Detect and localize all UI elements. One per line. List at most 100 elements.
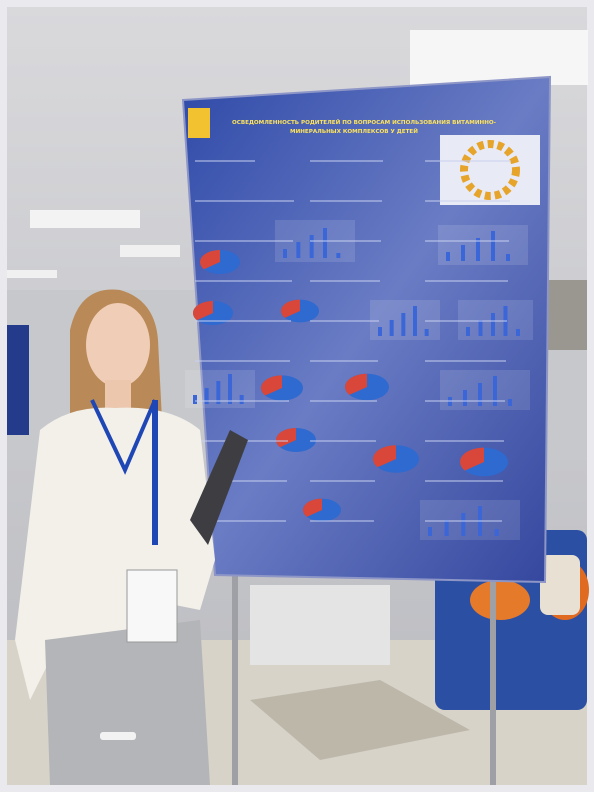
text-line (195, 360, 290, 362)
wall-panel (7, 325, 29, 435)
bar (296, 242, 301, 258)
bar (323, 228, 327, 258)
stand-pole (232, 570, 238, 785)
text-line (195, 280, 292, 282)
bar (424, 329, 429, 336)
bar (446, 252, 450, 261)
ceiling-light (30, 210, 140, 228)
pie-slice (199, 250, 220, 270)
bar (378, 327, 382, 336)
text-line (310, 480, 375, 482)
text-line (425, 280, 508, 282)
text-line (310, 280, 380, 282)
text-line (195, 240, 293, 242)
text-line (425, 320, 507, 322)
text-line (310, 400, 377, 402)
text-line (425, 160, 511, 162)
text-line (425, 200, 510, 202)
clipboard (190, 430, 248, 545)
bar (491, 313, 495, 336)
bar (463, 390, 467, 406)
text-line (425, 360, 506, 362)
poster-graphics (185, 160, 533, 540)
pie-slice (261, 375, 282, 396)
bar (428, 527, 432, 536)
sweater (15, 407, 215, 700)
bar (204, 388, 209, 404)
poster-title: ОСВЕДОМЛЕННОСТЬ РОДИТЕЛЕЙ ПО ВОПРОСАМ ИС… (232, 118, 497, 126)
lanyard (90, 399, 157, 475)
text-line (195, 520, 286, 522)
bar (491, 231, 495, 261)
text-line (310, 160, 383, 162)
bar (461, 513, 466, 536)
bar (283, 249, 287, 258)
bar (309, 235, 314, 258)
bag (470, 580, 530, 620)
poster-title: МИНЕРАЛЬНЫХ КОМПЛЕКСОВ У ДЕТЕЙ (290, 127, 418, 135)
face (86, 303, 150, 387)
text-line (310, 240, 381, 242)
bar (508, 399, 512, 406)
ceiling-light (120, 245, 180, 257)
text-line (425, 400, 505, 402)
text-line (425, 520, 502, 522)
text-line (425, 440, 504, 442)
bar (478, 320, 483, 336)
lanyard (152, 400, 158, 545)
text-line (310, 320, 379, 322)
text-line (195, 400, 289, 402)
text-line (195, 480, 287, 482)
text-line (310, 200, 382, 202)
bar (493, 376, 497, 406)
pants (45, 620, 210, 785)
bar (216, 381, 221, 404)
text-line (310, 520, 374, 522)
bar (478, 383, 482, 406)
pie-slice (344, 373, 367, 395)
bar (494, 529, 499, 536)
chart-panel (438, 225, 528, 265)
bar (506, 254, 510, 261)
text-line (195, 160, 255, 162)
chart-panel (440, 370, 530, 410)
pie-slice (193, 301, 213, 321)
bar (413, 306, 417, 336)
text-line (195, 200, 294, 202)
badge (126, 569, 178, 643)
text-line (425, 480, 503, 482)
text-line (425, 240, 509, 242)
bar (476, 238, 480, 261)
text-line (195, 320, 291, 322)
ceiling-light (410, 30, 588, 85)
bar (389, 320, 394, 336)
poster-logo (188, 108, 210, 138)
bar (336, 253, 341, 258)
neck (105, 380, 131, 410)
pie-slice (275, 428, 296, 448)
counter (250, 585, 390, 665)
pie-slice (460, 447, 484, 471)
bar (444, 520, 449, 536)
floor-tile (250, 680, 470, 760)
window (545, 280, 587, 350)
bar (401, 313, 406, 336)
bar (228, 374, 232, 404)
pie-slice (373, 445, 396, 468)
stand-pole (490, 575, 496, 785)
bar (193, 395, 197, 404)
pie-slice (281, 299, 300, 318)
bar (239, 395, 244, 404)
bag (540, 555, 580, 615)
pen (100, 732, 136, 740)
text-line (310, 440, 376, 442)
text-line (310, 360, 378, 362)
pie-slice (302, 498, 322, 517)
ceiling-light (7, 270, 57, 278)
bar (516, 329, 520, 336)
poster-image-ring (460, 140, 520, 200)
bar (461, 245, 465, 261)
bar (466, 327, 470, 336)
